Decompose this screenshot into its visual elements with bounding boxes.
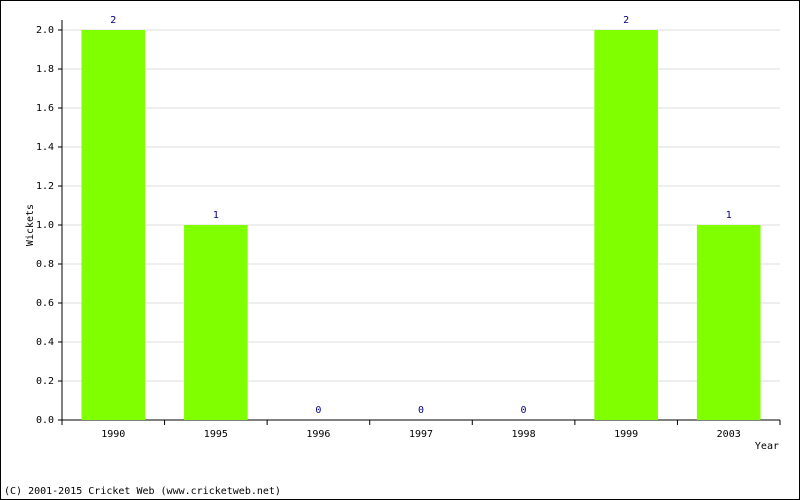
value-label: 0 [521,405,527,416]
y-axis-label: Wickets [25,204,36,246]
x-tick-label: 1995 [204,429,228,440]
y-tick-label: 0.0 [36,415,54,426]
footer: (C) 2001-2015 Cricket Web (www.cricketwe… [4,486,281,497]
y-tick-label: 0.6 [36,298,54,309]
y-tick-label: 1.4 [36,142,54,153]
y-tick-label: 0.8 [36,259,54,270]
x-tick-label: 1997 [409,429,433,440]
y-tick-label: 2.0 [36,25,54,36]
x-tick-label: 2003 [717,429,741,440]
y-tick-label: 0.4 [36,337,54,348]
x-tick-label: 1996 [306,429,330,440]
value-label: 2 [110,15,116,26]
bar [594,30,658,420]
bar [696,225,761,420]
y-tick-label: 1.8 [36,64,54,75]
value-label: 0 [315,405,321,416]
bar [184,225,248,420]
value-label: 2 [623,15,629,26]
value-label: 1 [213,210,219,221]
y-tick-label: 1.0 [36,220,54,231]
value-label: 0 [418,405,424,416]
x-axis-label: Year [755,441,779,452]
x-tick-label: 1990 [101,429,125,440]
bar [81,30,146,420]
x-tick-label: 1998 [512,429,536,440]
y-tick-label: 1.6 [36,103,54,114]
y-tick-label: 0.2 [36,376,54,387]
value-label: 1 [726,210,732,221]
x-tick-label: 1999 [614,429,638,440]
y-tick-label: 1.2 [36,181,54,192]
